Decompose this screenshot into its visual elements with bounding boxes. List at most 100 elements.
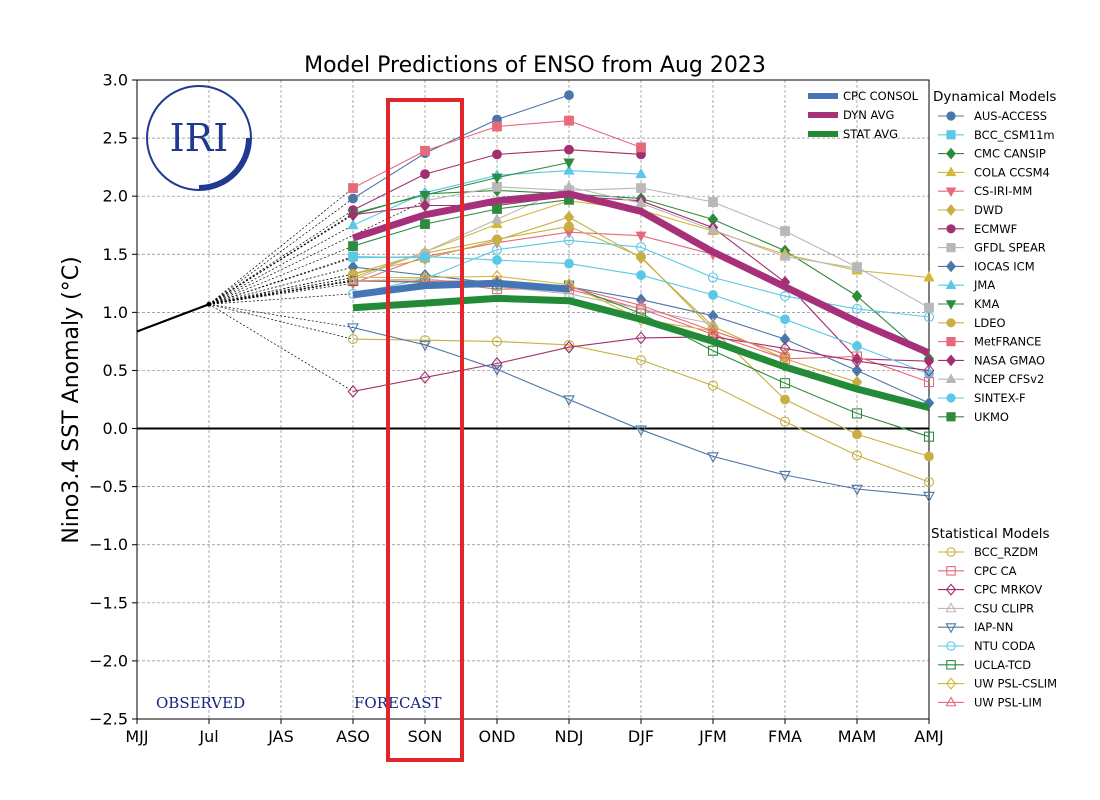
legend-stat-bcc-rzdm: BCC_RZDM bbox=[938, 545, 1038, 559]
legend-label-uw-psl-lim: UW PSL-LIM bbox=[974, 695, 1042, 709]
point-ncep-cfsv2-fma bbox=[779, 250, 791, 261]
point-csu-clipr-jfm bbox=[707, 317, 719, 329]
point-ncep-cfsv2-ond bbox=[491, 213, 503, 224]
legend-label-cmc-cansip: CMC CANSIP bbox=[974, 147, 1046, 161]
legend-marker-metfrance bbox=[946, 336, 956, 347]
legend-label-ukmo: UKMO bbox=[974, 410, 1009, 424]
point-sintex-f-djf bbox=[636, 270, 646, 281]
legend-dyn-dwd: DWD bbox=[938, 203, 1003, 217]
series-ntu-coda bbox=[208, 235, 935, 323]
connector-sintex-f bbox=[208, 257, 354, 305]
point-cpc-mrkov-son bbox=[419, 370, 431, 384]
legend-label-sintex-f: SINTEX-F bbox=[974, 391, 1026, 405]
legend-marker-ncep-cfsv2 bbox=[945, 373, 957, 383]
line-bcc-rzdm bbox=[352, 338, 930, 483]
logo-text: IRI bbox=[170, 116, 229, 160]
legend-marker-ukmo bbox=[946, 412, 956, 422]
point-bcc-rzdm-ndj bbox=[563, 339, 575, 350]
point-uw-psl-cslim-aso bbox=[347, 271, 359, 284]
legend-stat-ucla-tcd: UCLA-TCD bbox=[938, 658, 1031, 672]
legend-label-stat-avg: STAT AVG bbox=[843, 127, 898, 141]
legend-label-cpc-consol: CPC CONSOL bbox=[843, 89, 919, 103]
point-uw-psl-lim-jfm bbox=[707, 324, 719, 336]
legend-label-ntu-coda: NTU CODA bbox=[974, 639, 1035, 653]
point-ldeo-ndj bbox=[564, 221, 574, 232]
point-bcc-rzdm-aso bbox=[347, 334, 359, 345]
legend-label-iap-nn: IAP-NN bbox=[974, 620, 1013, 634]
legend-label-nasa-gmao: NASA GMAO bbox=[974, 353, 1045, 367]
connector-cpc-mrkov bbox=[208, 303, 354, 392]
legend-avg-dyn-avg: DYN AVG bbox=[808, 108, 894, 122]
x-tick-label: JFM bbox=[698, 727, 727, 746]
point-csu-clipr-djf bbox=[635, 302, 647, 314]
legend-label-cs-iri-mm: CS-IRI-MM bbox=[974, 184, 1032, 198]
point-ntu-coda-ond bbox=[491, 244, 503, 255]
x-tick-label: OND bbox=[479, 727, 516, 746]
forecast-label: FORECAST bbox=[354, 694, 442, 712]
son-highlight-box bbox=[386, 98, 464, 762]
point-cpc-mrkov-aso bbox=[347, 384, 359, 398]
series-sintex-f bbox=[208, 251, 934, 379]
connector-bcc-rzdm bbox=[208, 303, 354, 340]
legend-dyn-aus-access: AUS-ACCESS bbox=[938, 109, 1047, 123]
point-ntu-coda-djf bbox=[635, 242, 647, 253]
y-axis-label-unit: °C) bbox=[59, 256, 84, 291]
point-gfdl-spear-amj bbox=[924, 302, 934, 313]
point-aus-access-ndj bbox=[564, 90, 574, 101]
legend-dyn-cs-iri-mm: CS-IRI-MM bbox=[938, 184, 1032, 198]
point-ecmwf-son bbox=[420, 169, 430, 180]
line-ntu-coda bbox=[352, 239, 930, 318]
legend-dyn-ldeo: LDEO bbox=[938, 316, 1006, 330]
point-ntu-coda-mam bbox=[851, 303, 863, 314]
point-ldeo-fma bbox=[780, 394, 790, 405]
y-tick-label: 2.5 bbox=[103, 129, 128, 148]
x-tick-label: MJJ bbox=[125, 727, 148, 746]
point-ntu-coda-ndj bbox=[563, 235, 575, 246]
legend-dyn-sintex-f: SINTEX-F bbox=[938, 391, 1026, 405]
legend-label-bcc-csm11m: BCC_CSM11m bbox=[974, 128, 1055, 142]
point-ntu-coda-jfm bbox=[707, 272, 719, 283]
point-gfdl-spear-djf bbox=[636, 183, 646, 193]
point-iap-nn-djf bbox=[635, 425, 647, 437]
legend-label-cpc-mrkov: CPC MRKOV bbox=[974, 583, 1042, 597]
point-sintex-f-fma bbox=[780, 314, 790, 325]
point-kma-ndj bbox=[563, 158, 575, 169]
legend-marker-iocas-icm bbox=[946, 260, 956, 273]
point-metfrance-aso bbox=[348, 183, 358, 193]
legend-dyn-ecmwf: ECMWF bbox=[938, 222, 1017, 236]
legend-dyn-cmc-cansip: CMC CANSIP bbox=[938, 147, 1046, 161]
legend-dyn-bcc-csm11m: BCC_CSM11m bbox=[938, 128, 1055, 142]
point-uw-psl-lim-djf bbox=[635, 298, 647, 310]
legend-marker-ucla-tcd bbox=[946, 660, 956, 670]
point-iap-nn-fma bbox=[779, 470, 791, 482]
iri-logo: IRI bbox=[146, 85, 252, 191]
point-iocas-icm-jfm bbox=[707, 309, 719, 323]
x-tick-label: AMJ bbox=[914, 727, 943, 746]
legend-stat-cpc-ca: CPC CA bbox=[938, 564, 1017, 578]
y-tick-label: −1.0 bbox=[89, 535, 128, 554]
point-ncep-cfsv2-mam bbox=[851, 261, 863, 273]
legend-label-ldeo: LDEO bbox=[974, 316, 1006, 330]
x-tick-label: DJF bbox=[628, 727, 654, 746]
point-metfrance-ndj bbox=[564, 115, 574, 126]
point-uw-psl-cslim-fma bbox=[779, 347, 791, 361]
point-nasa-gmao-amj bbox=[923, 354, 935, 368]
point-ntu-coda-amj bbox=[923, 311, 935, 323]
legend-statistical: Statistical Models BCC_RZDM CPC CA CPC MRKO… bbox=[931, 526, 1057, 709]
point-ecmwf-ndj bbox=[564, 144, 574, 155]
y-tick-label: 1.5 bbox=[103, 245, 128, 264]
legend-statistical-title: Statistical Models bbox=[931, 526, 1050, 542]
legend-label-gfdl-spear: GFDL SPEAR bbox=[974, 241, 1046, 255]
connector-iap-nn bbox=[208, 303, 354, 328]
legend-label-ncep-cfsv2: NCEP CFSv2 bbox=[974, 372, 1044, 386]
legend-label-kma: KMA bbox=[974, 297, 999, 311]
series-cpc-mrkov bbox=[208, 303, 935, 398]
point-cpc-mrkov-djf bbox=[635, 331, 647, 345]
point-ldeo-ond bbox=[492, 234, 502, 245]
logo-swoosh-inner bbox=[199, 138, 251, 190]
series-iap-nn bbox=[208, 303, 935, 503]
point-cola-ccsm4-amj bbox=[923, 271, 935, 282]
point-ldeo-amj bbox=[924, 451, 934, 462]
